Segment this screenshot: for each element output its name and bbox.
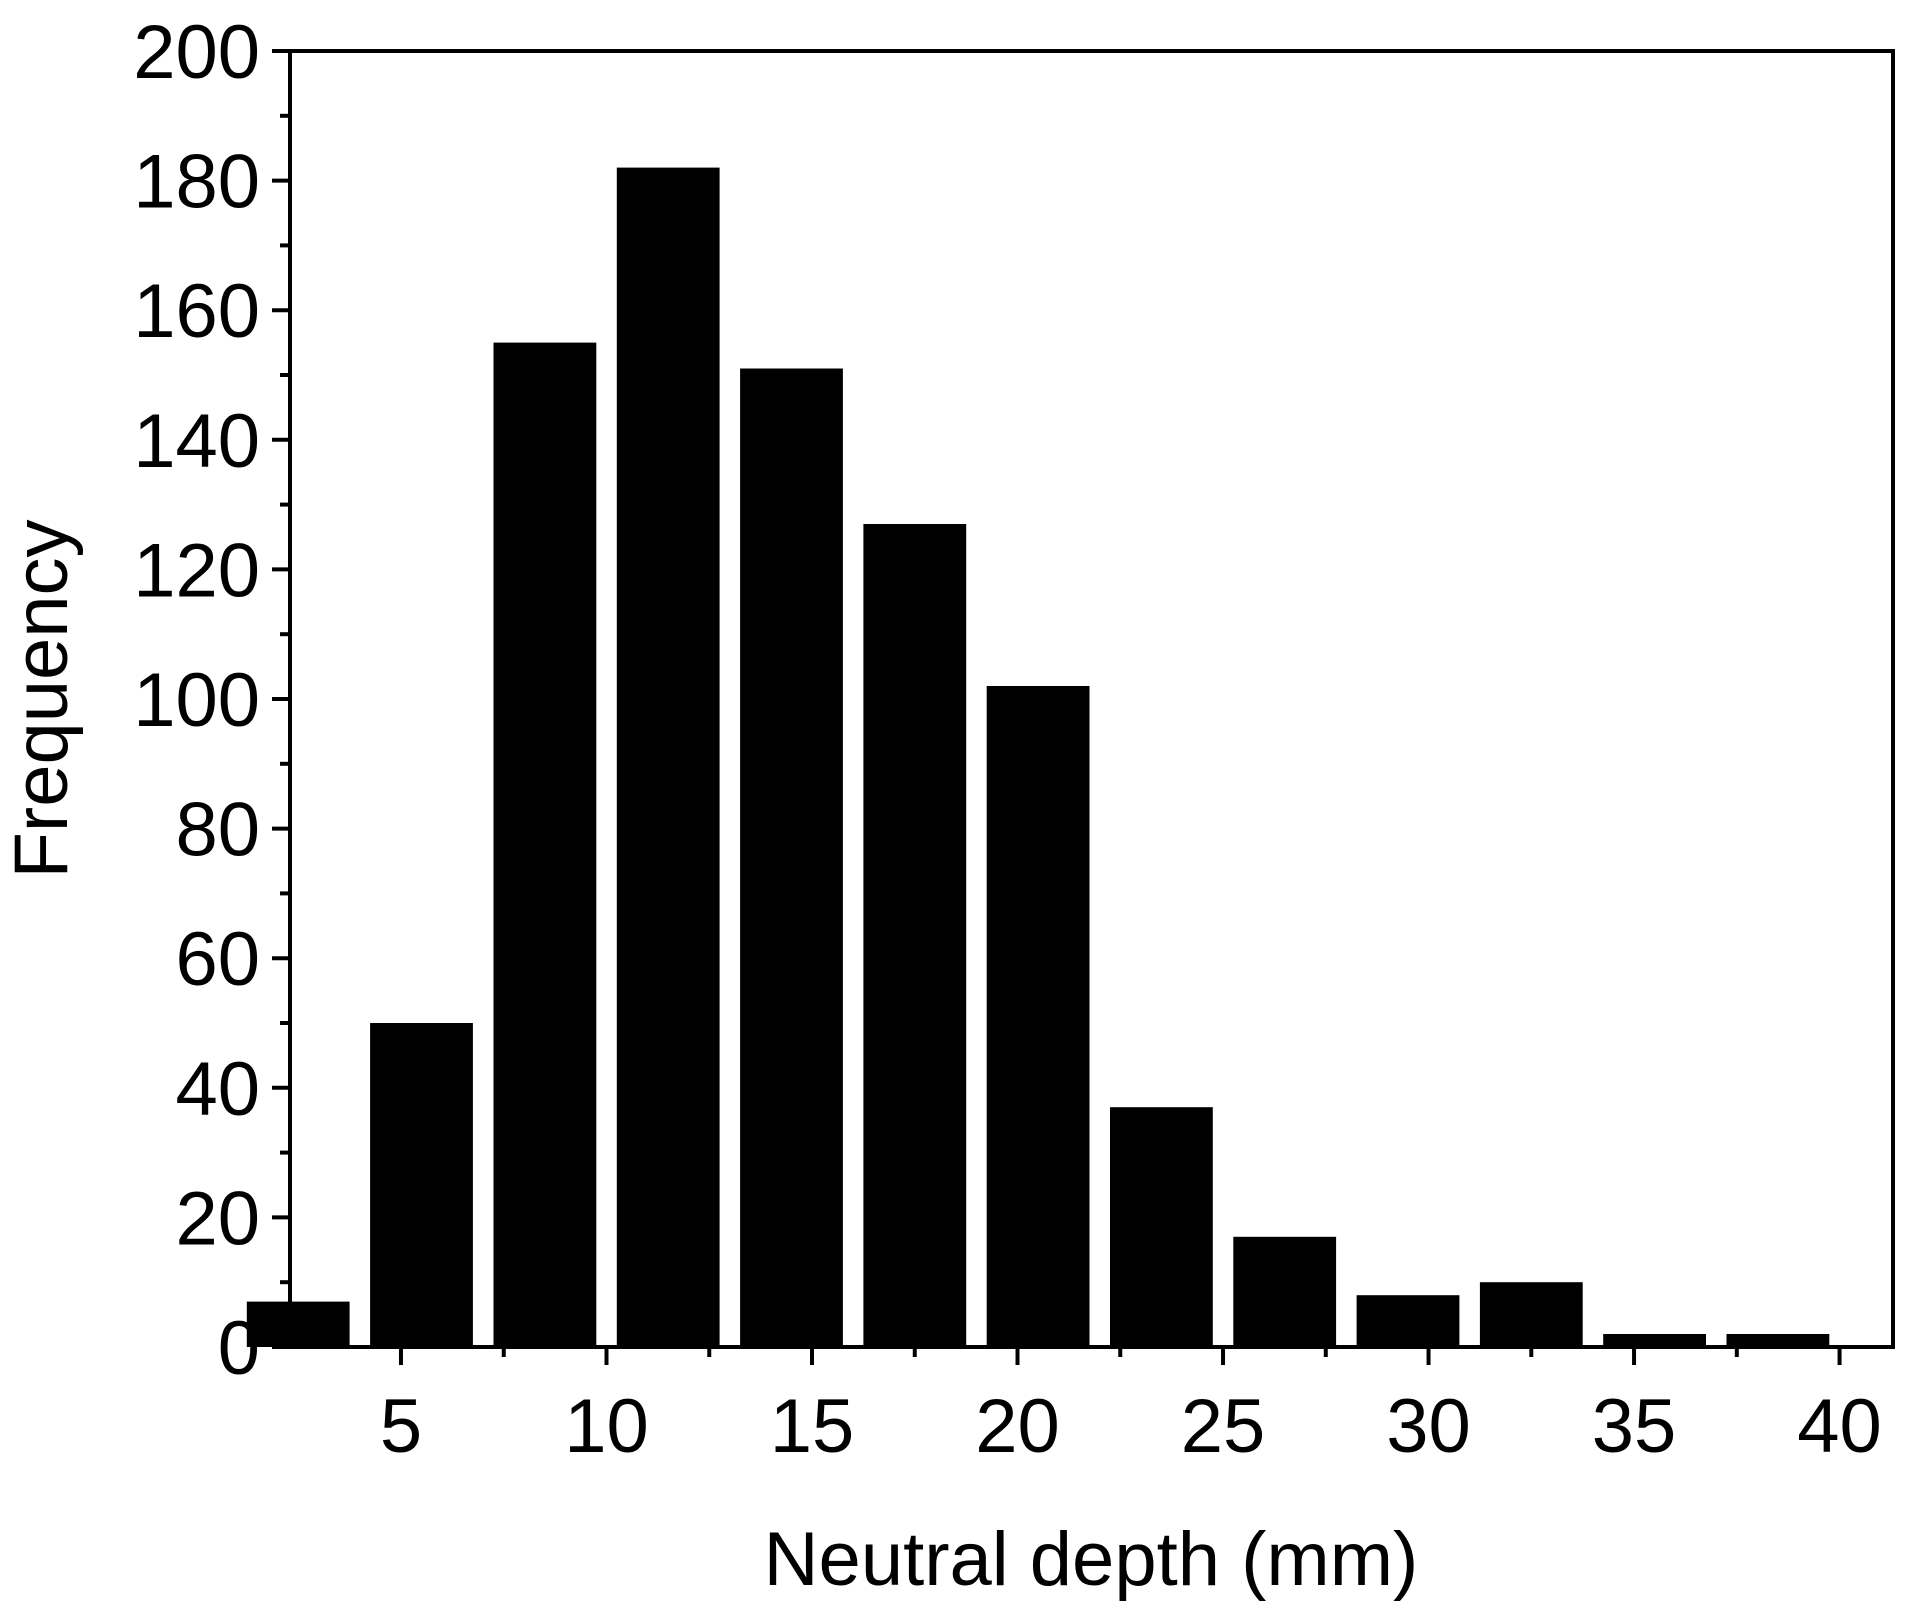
y-axis-ticks: 0 20 40 60 80 100 120 140 160 180 200 — [133, 10, 290, 1391]
histogram-bar — [986, 686, 1090, 1347]
x-axis-ticks: 5 10 15 20 25 30 35 40 — [380, 1347, 1882, 1469]
histogram-bar — [370, 1023, 473, 1347]
histogram-bar — [1726, 1334, 1830, 1347]
y-tick-label: 180 — [133, 140, 260, 225]
y-tick-label: 160 — [133, 269, 260, 354]
y-tick-label: 120 — [133, 528, 260, 613]
x-tick-label: 10 — [564, 1384, 649, 1469]
histogram-bar — [616, 167, 720, 1348]
x-tick-label: 5 — [380, 1384, 422, 1469]
histogram-bar — [1356, 1295, 1460, 1347]
x-tick-label: 35 — [1592, 1384, 1677, 1469]
x-tick-label: 15 — [770, 1384, 855, 1469]
y-tick-label: 80 — [175, 788, 260, 873]
y-tick-label: 100 — [133, 658, 260, 743]
histogram-bar — [863, 524, 967, 1347]
x-tick-label: 25 — [1181, 1384, 1266, 1469]
bars-group — [246, 167, 1830, 1348]
y-tick-label: 140 — [133, 399, 260, 484]
histogram-bar — [1110, 1107, 1213, 1347]
y-tick-label: 40 — [175, 1047, 260, 1132]
histogram-bar — [740, 368, 843, 1347]
histogram-bar — [1479, 1282, 1583, 1347]
histogram-bar — [1603, 1334, 1706, 1347]
y-axis-title: Frequency — [0, 519, 84, 878]
x-tick-label: 40 — [1797, 1384, 1882, 1469]
y-tick-label: 0 — [218, 1306, 260, 1391]
x-tick-label: 20 — [975, 1384, 1060, 1469]
y-tick-label: 200 — [133, 10, 260, 95]
histogram-bar — [246, 1301, 350, 1347]
y-tick-label: 20 — [175, 1176, 260, 1261]
x-tick-label: 30 — [1386, 1384, 1471, 1469]
y-tick-label: 60 — [175, 917, 260, 1002]
histogram-bar — [493, 342, 597, 1348]
histogram-bar — [1233, 1236, 1337, 1347]
x-axis-title: Neutral depth (mm) — [764, 1517, 1419, 1602]
